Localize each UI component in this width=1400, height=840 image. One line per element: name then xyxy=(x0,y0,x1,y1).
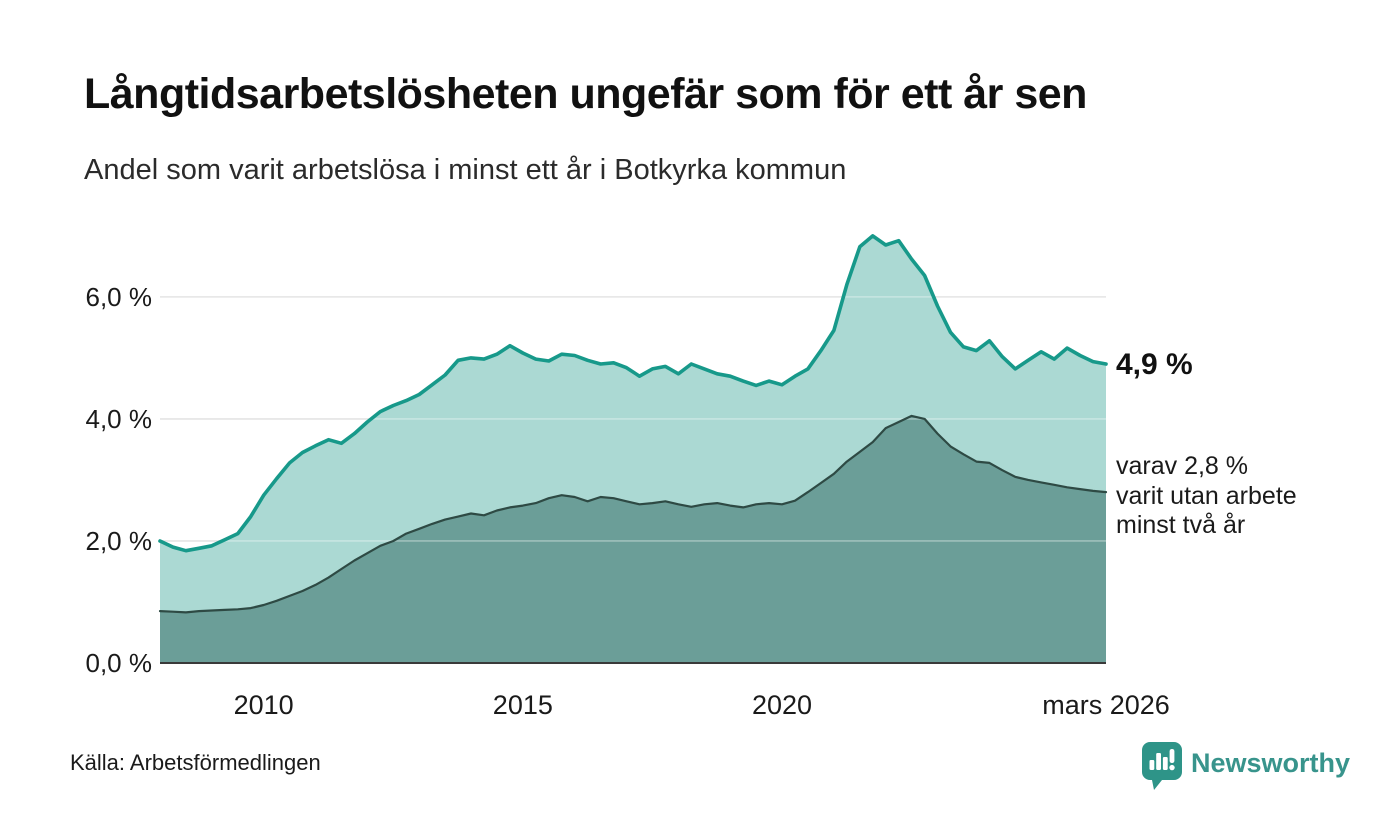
annotation-line: varit utan arbete xyxy=(1116,481,1297,510)
x-tick-label: mars 2026 xyxy=(1042,690,1170,720)
x-tick-label: 2020 xyxy=(751,690,813,720)
x-tick-label: 2010 xyxy=(233,690,294,720)
y-tick-label: 2,0 % xyxy=(85,525,153,556)
brand-logo: Newsworthy xyxy=(1142,742,1350,792)
y-tick-label: 4,0 % xyxy=(85,403,153,434)
annotation-line: minst två år xyxy=(1116,511,1246,539)
annotation-line: varav 2,8 % xyxy=(1116,452,1249,480)
series-end-value-label: 4,9 % xyxy=(1116,348,1193,381)
y-tick-label: 0,0 % xyxy=(85,648,153,678)
newsworthy-bubble-chart-icon xyxy=(1142,742,1182,790)
y-tick-label: 6,0 % xyxy=(85,281,153,312)
brand-wordmark: Newsworthy xyxy=(1191,748,1351,778)
source-attribution: Källa: Arbetsförmedlingen xyxy=(70,750,321,775)
page-title: Långtidsarbetslösheten ungefär som för e… xyxy=(84,70,1087,118)
secondary-series-annotation: varav 2,8 % varit utan arbete minst två … xyxy=(1116,452,1297,541)
x-tick-label: 2015 xyxy=(492,690,553,720)
page-subtitle: Andel som varit arbetslösa i minst ett å… xyxy=(84,154,847,186)
